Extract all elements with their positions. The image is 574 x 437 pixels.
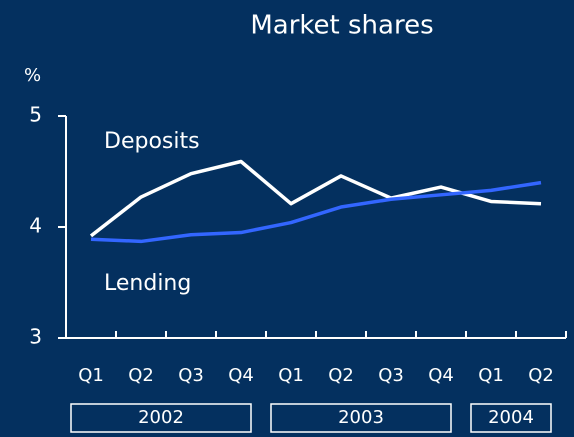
year-label: 2003 bbox=[338, 407, 384, 428]
y-axis-label: % bbox=[24, 65, 41, 86]
year-box bbox=[470, 403, 552, 433]
year-box bbox=[270, 403, 452, 433]
x-tick-label: Q1 bbox=[278, 365, 304, 386]
year-label: 2002 bbox=[138, 407, 184, 428]
x-tick-label: Q3 bbox=[378, 365, 404, 386]
x-tick-label: Q3 bbox=[178, 365, 204, 386]
x-tick-label: Q2 bbox=[328, 365, 354, 386]
series-label: Deposits bbox=[104, 129, 200, 154]
year-box bbox=[70, 403, 252, 433]
series-line bbox=[90, 180, 542, 244]
x-tick-label: Q4 bbox=[428, 365, 454, 386]
y-tick-label: 4 bbox=[29, 214, 42, 238]
year-label: 2004 bbox=[488, 407, 534, 428]
x-tick-label: Q2 bbox=[528, 365, 554, 386]
x-tick-label: Q1 bbox=[478, 365, 504, 386]
x-tick-label: Q4 bbox=[228, 365, 254, 386]
series-label: Lending bbox=[104, 271, 191, 296]
chart-title: Market shares bbox=[250, 11, 433, 41]
y-tick-label: 3 bbox=[29, 325, 42, 349]
x-tick-label: Q2 bbox=[128, 365, 154, 386]
x-tick-label: Q1 bbox=[78, 365, 104, 386]
y-tick-label: 5 bbox=[29, 103, 42, 127]
